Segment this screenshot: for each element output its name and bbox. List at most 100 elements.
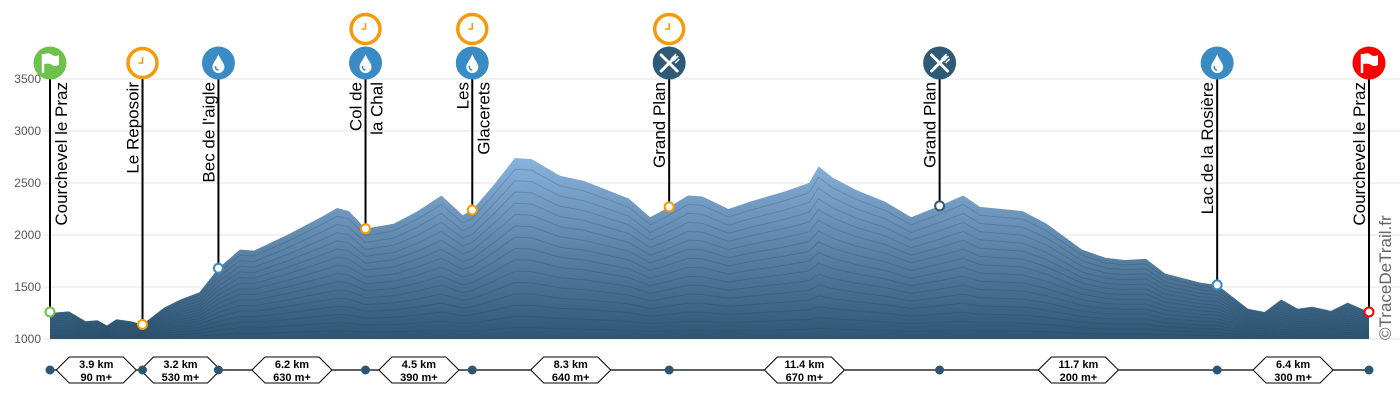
drop-highlight [468,65,473,71]
water-drop-icon [349,46,383,80]
waypoint-label: Col de [347,82,366,131]
segment-gain: 390 m+ [400,372,438,384]
segment-distance: 6.2 km [275,359,309,371]
y-tick-label: 1500 [14,280,41,294]
water-drop-icon [1200,46,1234,80]
segment-checkpoint-dot [138,365,148,375]
contour-line [49,304,1370,338]
waypoint-point [212,262,224,274]
segment-distance: 6.4 km [1276,359,1310,371]
drop-highlight [1213,65,1218,71]
waypoint-label: Courchevel le Praz [52,82,71,226]
waypoint-label: Grand Plan [650,82,669,168]
fork-tines [670,53,680,64]
finish-flag-icon [1352,46,1386,80]
segment-hexagon [378,356,460,384]
waypoint-marker[interactable]: Lac de la Rosière [1198,46,1234,291]
watermark: ©TraceDeTrail.fr [1376,215,1395,340]
waypoint-point [360,223,372,235]
waypoint-marker[interactable]: Grand Plan [921,46,957,212]
segment-checkpoint-dot [213,365,223,375]
waypoint-marker[interactable]: Grand Plan [650,12,686,213]
contour-line [49,191,1370,329]
waypoint-point [934,200,946,212]
contour-line [49,180,1370,328]
clock-hands-icon [468,23,474,30]
waypoint-marker[interactable]: Bec de l'aigle [199,46,235,274]
segment-hexagon [251,356,333,384]
segment-hexagon [763,356,846,384]
water-drop-icon [201,46,235,80]
segment-distance: 4.5 km [402,359,436,371]
segment-gain: 630 m+ [273,372,311,384]
segment-hexagon [1037,356,1120,384]
contour-line [49,270,1370,335]
segment-gain: 90 m+ [81,372,113,384]
waypoint-point [44,306,56,318]
waypoint-markers: Courchevel le Praz Le Reposoir Bec de l'ai… [33,12,1386,330]
clock-hands-icon [665,23,670,30]
segment-checkpoint-dot [45,365,55,375]
contour-line [49,236,1370,332]
fork-tines [941,53,951,64]
water-drop-icon [455,46,489,80]
contour-line [49,225,1370,332]
elevation-area [49,158,1370,339]
drop-highlight [214,65,219,71]
waypoint-marker[interactable]: Les Glacerets [453,12,493,216]
waypoint-marker[interactable]: Le Reposoir [124,46,159,330]
flag-cloth [1363,53,1378,66]
segment-distance: 11.4 km [785,359,825,371]
segment-gain: 640 m+ [552,372,590,384]
fork [659,55,677,73]
segment-gain: 530 m+ [162,372,200,384]
segment-gain: 300 m+ [1274,372,1312,384]
segment-hexagon [1252,356,1334,384]
start-flag-icon [33,46,67,80]
segment-hexagon [530,356,612,384]
waypoint-label: Grand Plan [921,82,940,168]
waypoint-label: Courchevel le Praz [1350,82,1369,226]
waypoint-label: Le Reposoir [124,82,143,174]
waypoint-marker[interactable]: Col de la Chal [347,12,387,235]
segment-checkpoint-dot [1364,365,1374,375]
segment-distance: 3.9 km [79,359,113,371]
y-tick-label: 3000 [14,124,41,138]
contour-line [49,259,1370,334]
contour-line [49,315,1370,338]
waypoint-point [663,201,675,213]
y-tick-label: 3500 [14,72,41,86]
segment-gain: 670 m+ [786,372,824,384]
y-tick-label: 2500 [14,176,41,190]
flag-cloth [44,53,59,66]
segment-checkpoint-dot [1212,365,1222,375]
segment-checkpoint-dot [935,365,945,375]
segment-distance: 3.2 km [163,359,197,371]
waypoint-label: Lac de la Rosière [1198,82,1217,214]
y-tick-label: 2000 [14,228,41,242]
y-tick-label: 1000 [14,332,41,346]
segment-distance: 8.3 km [554,359,588,371]
waypoint-label: Bec de l'aigle [199,82,218,183]
waypoint-point [1211,279,1223,291]
elevation-area-fill [50,158,1369,339]
waypoint-point [466,204,478,216]
waypoint-label: la Chal [368,82,387,135]
contour-line [49,168,1370,327]
clock-hands-icon [361,23,367,30]
waypoint-marker[interactable]: Courchevel le Praz [1350,46,1386,318]
waypoint-point [137,318,149,330]
segment-checkpoint-dot [467,365,477,375]
contour-line [49,281,1370,336]
food-fork-knife-icon [652,46,686,80]
waypoint-marker[interactable]: Courchevel le Praz [33,46,72,318]
segment-hexagon [55,356,137,384]
